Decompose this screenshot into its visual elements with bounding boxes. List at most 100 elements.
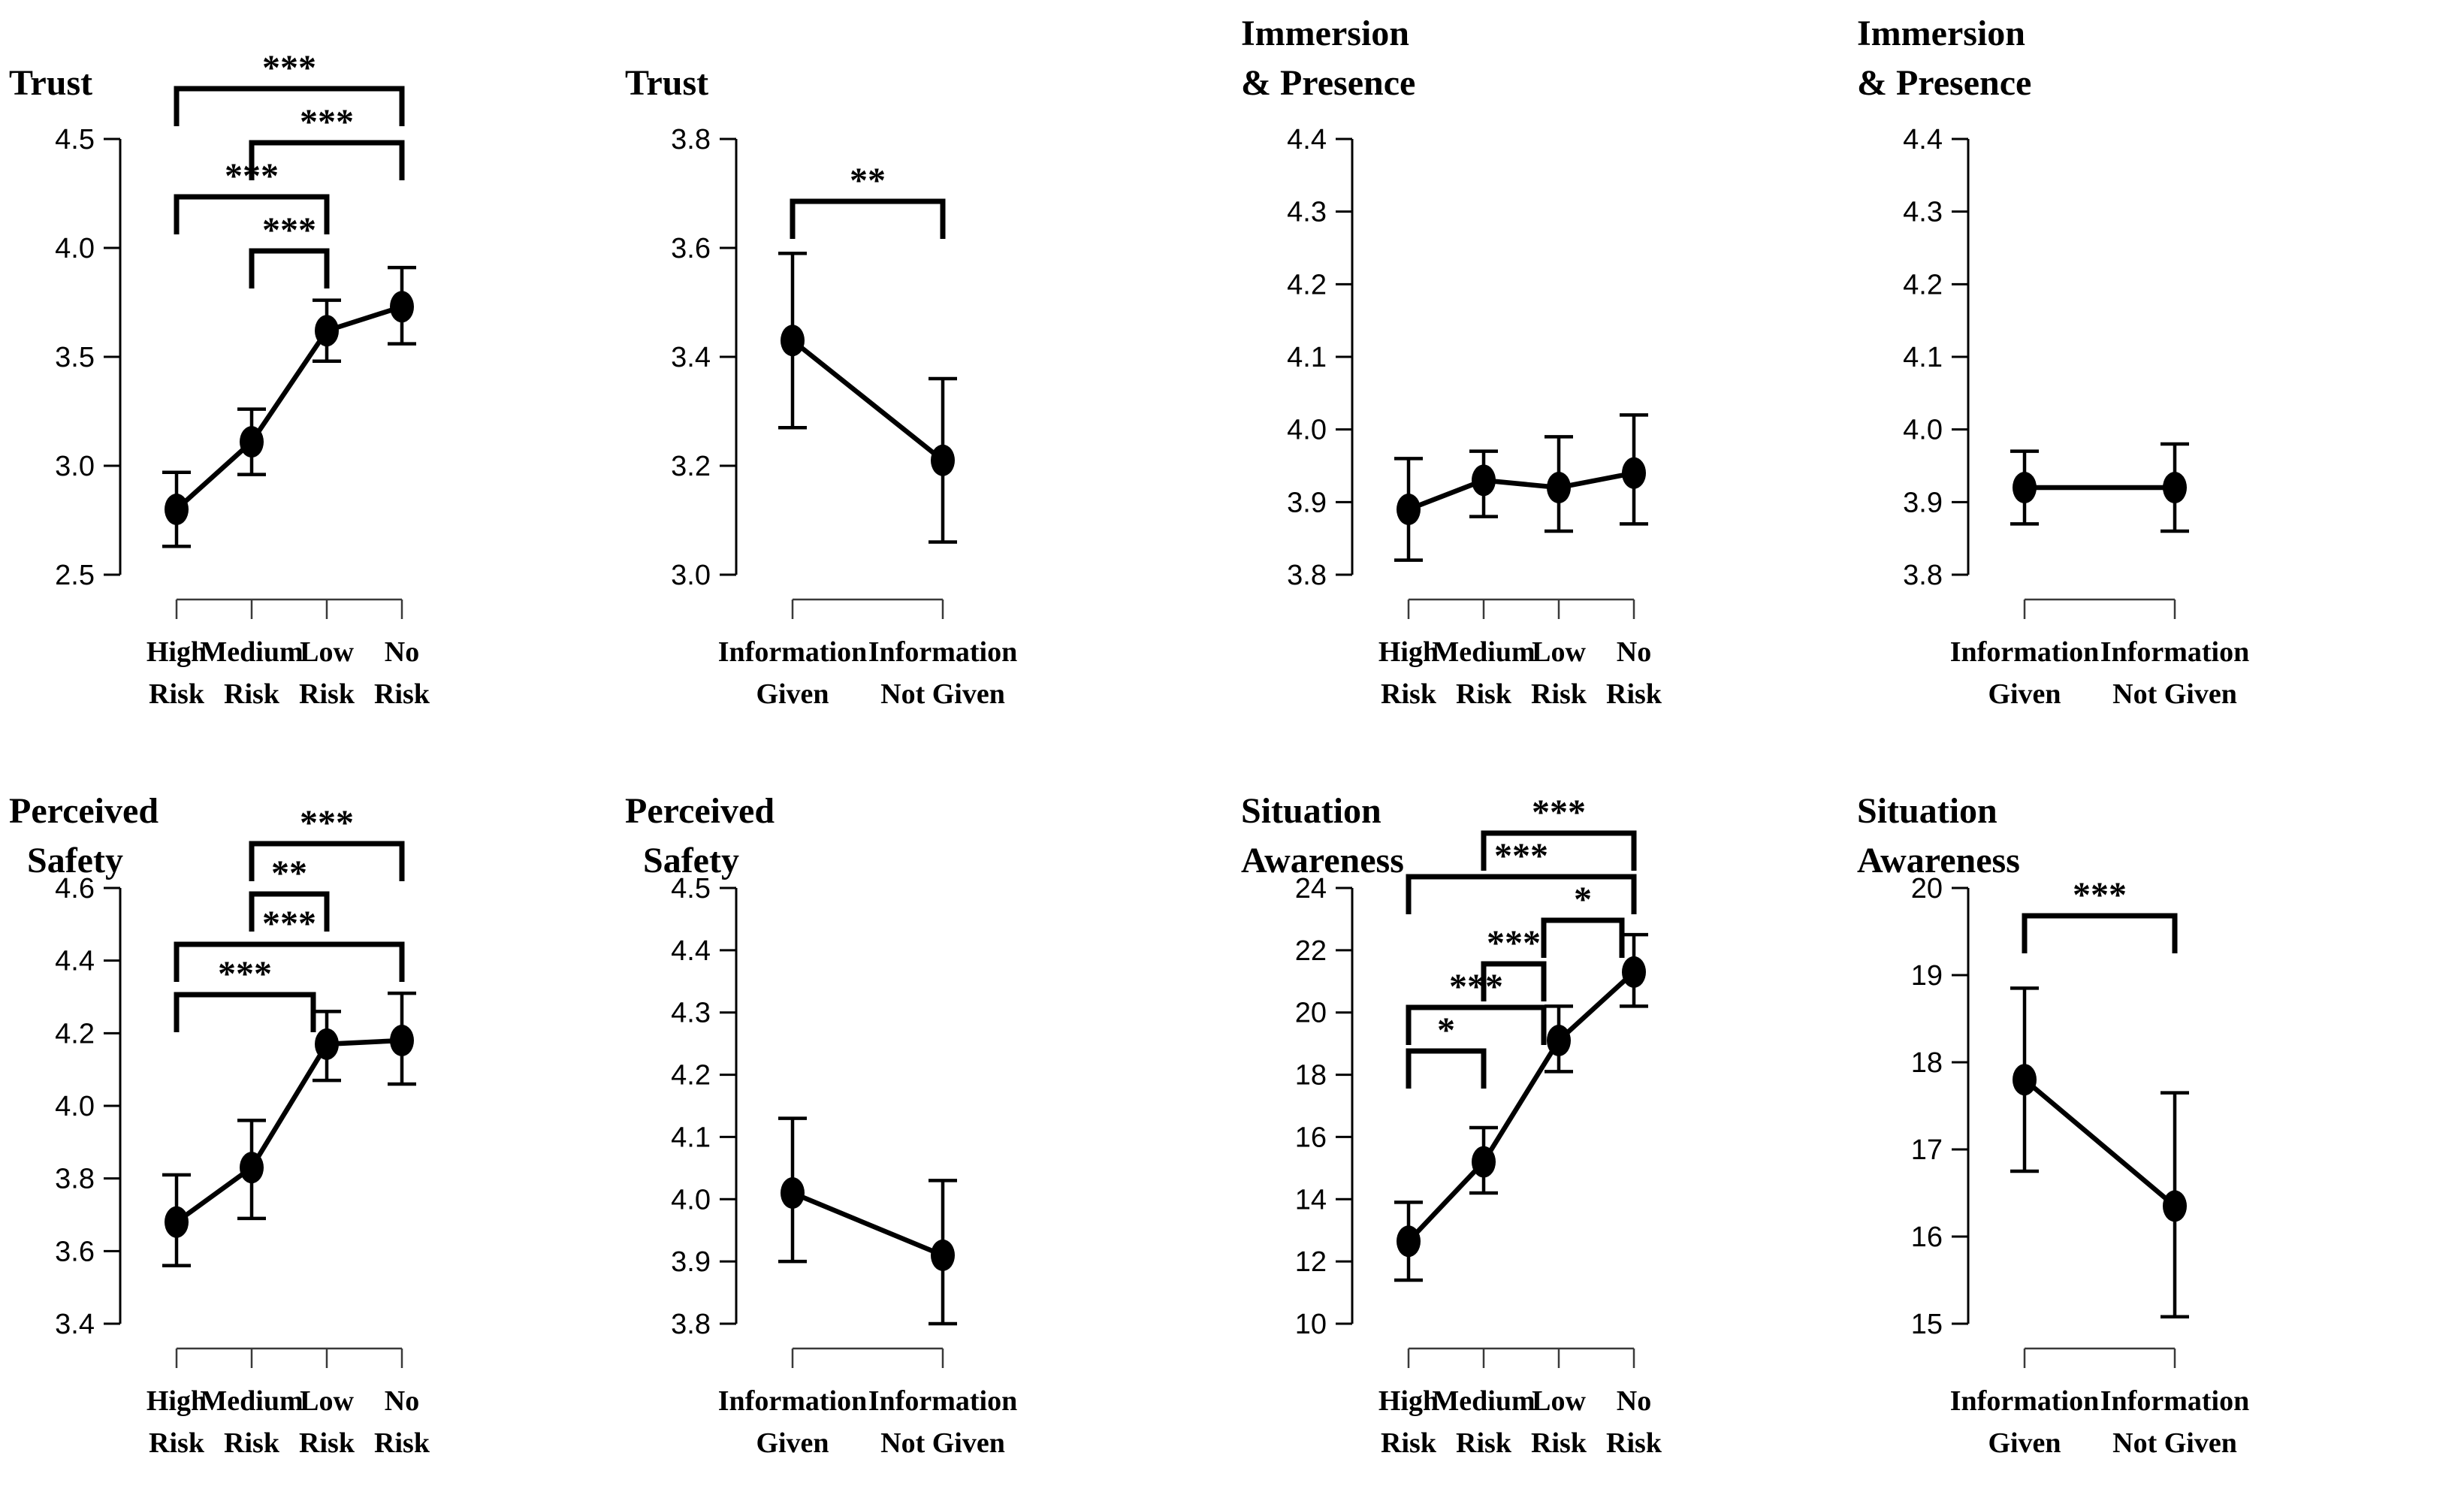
panel-immersion-presence-by-information: Immersion & Presence 3.8 3.9 4.0 4.1 4.2 4.3 4… [1848,0,2464,749]
significance-stars: *** [300,803,354,843]
significance-stars: * [1574,880,1592,920]
trust-by-risk-chart: 2.5 3.0 3.5 4.0 4.5 High Risk Medium Risk Low Risk… [55,48,430,710]
panel-situation-awareness-by-information: Situation Awareness 15 16 17 18 19 20 Informat… [1848,749,2464,1498]
y-tick-label: 4.1 [1903,342,1943,373]
x-axis: High Risk Medium Risk Low Risk No Risk [1378,598,1662,710]
x-category-label: Risk [1531,1427,1587,1459]
perceived-safety-by-information-chart: 3.8 3.9 4.0 4.1 4.2 4.3 4.4 4.5 Information Given… [671,873,1017,1459]
x-category-label: Medium [200,1385,303,1417]
y-tick-label: 19 [1911,960,1943,992]
panel-trust-by-information: Trust 3.0 3.2 3.4 3.6 3.8 Information Given Inf… [616,0,1232,749]
data-point-marker [390,291,414,323]
data-point-marker [2013,1064,2037,1096]
data-point-marker [1547,472,1571,503]
series [162,991,416,1267]
y-tick-label: 12 [1295,1246,1327,1278]
y-tick-label: 4.3 [1287,197,1327,228]
x-category-label: Information [868,636,1017,668]
y-axis: 2.5 3.0 3.5 4.0 4.5 [55,124,122,591]
significance-bracket [1481,961,1547,1001]
immersion-presence-by-information-chart: 3.83.94.04.14.24.34.4InformationGivenInf… [1903,124,2249,710]
series [778,1116,957,1326]
y-tick-label: 4.1 [671,1122,711,1153]
chart-title: Situation Awareness [1241,791,1404,880]
y-tick-label: 4.6 [55,873,95,905]
x-category-label: Medium [200,636,303,668]
chart-title: Situation Awareness [1857,791,2020,880]
y-tick-label: 3.9 [671,1246,711,1278]
x-category-label: Not Given [2112,1427,2237,1459]
y-tick-label: 4.5 [671,873,711,905]
x-category-label: Information [718,1385,867,1417]
significance-stars: *** [262,904,316,944]
chart-title: Trust [625,63,709,103]
series-line [175,1037,403,1225]
y-tick-label: 4.3 [1903,197,1943,228]
series-line [791,1190,944,1258]
panel-perceived-safety-by-risk: Perceived Safety 3.4 3.6 3.8 4.0 4.2 4.4 4.6 Hi… [0,749,616,1498]
data-point-marker [1622,457,1646,489]
significance-stars: *** [2073,875,2127,915]
x-category-label: Risk [374,678,430,710]
significance-stars: *** [262,48,316,88]
series [778,252,957,544]
data-point-marker [931,1239,955,1271]
chart-title: Perceived Safety [9,791,159,880]
y-tick-label: 20 [1295,998,1327,1029]
y-tick-label: 4.0 [55,1091,95,1122]
series-line [1406,970,1636,1243]
x-category-label: Risk [224,678,280,710]
significance-bracket [249,248,330,288]
data-point-marker [2163,1190,2187,1222]
x-category-label: Risk [149,678,205,710]
data-point-marker [1472,464,1496,497]
y-tick-label: 20 [1911,873,1943,905]
y-tick-label: 4.4 [1903,124,1943,156]
significance-bracket [1541,917,1625,958]
x-category-label: Risk [149,1427,205,1459]
data-point-marker [1397,494,1421,525]
y-tick-label: 16 [1911,1222,1943,1253]
y-tick-label: 3.8 [671,1309,711,1340]
significance-brackets: *********** [174,803,405,1032]
significance-bracket [174,194,330,234]
y-axis: 3.8 3.9 4.0 4.1 4.2 4.3 4.4 [1287,124,1354,591]
x-axis: Information Given Information Not Given [718,598,1017,710]
x-category-label: Risk [1381,678,1437,710]
x-category-label: Low [300,636,354,668]
data-point-marker [1622,956,1646,988]
panel-immersion-presence-by-risk: Immersion & Presence 3.8 3.9 4.0 4.1 4.2 4.3 4… [1232,0,1848,749]
y-tick-label: 10 [1295,1309,1327,1340]
x-category-label: Not Given [880,1427,1005,1459]
y-tick-label: 4.0 [1903,415,1943,446]
y-tick-label: 4.5 [55,124,95,156]
data-point-marker [1547,1025,1571,1056]
x-category-label: Risk [224,1427,280,1459]
data-point-marker [781,1177,805,1209]
x-category-label: Not Given [2112,678,2237,710]
significance-stars: *** [218,954,272,994]
y-tick-label: 4.1 [1287,342,1327,373]
x-category-label: Information [1950,636,2099,668]
significance-bracket [174,992,316,1032]
series [1394,932,1648,1282]
x-category-label: Given [1988,1427,2061,1459]
series [2010,442,2189,533]
x-category-label: Given [756,678,829,710]
y-tick-label: 3.5 [55,342,95,373]
perceived-safety-by-risk-chart: 3.4 3.6 3.8 4.0 4.2 4.4 4.6 High Risk Medium Risk L… [55,803,430,1459]
x-category-label: High [146,1385,207,1417]
y-tick-label: 3.0 [55,451,95,482]
data-point-marker [1397,1225,1421,1258]
y-axis: 10 12 14 16 18 20 22 24 [1295,873,1354,1340]
y-tick-label: 4.2 [1903,269,1943,301]
y-tick-label: 16 [1295,1122,1327,1153]
y-tick-label: 4.0 [1287,415,1327,446]
y-tick-label: 18 [1911,1047,1943,1079]
significance-stars: *** [225,156,279,196]
significance-brackets: ************** [1406,793,1637,1089]
significance-bracket [174,86,405,126]
y-tick-label: 3.4 [55,1309,95,1340]
x-axis: Information Given Information Not Given [718,1347,1017,1459]
